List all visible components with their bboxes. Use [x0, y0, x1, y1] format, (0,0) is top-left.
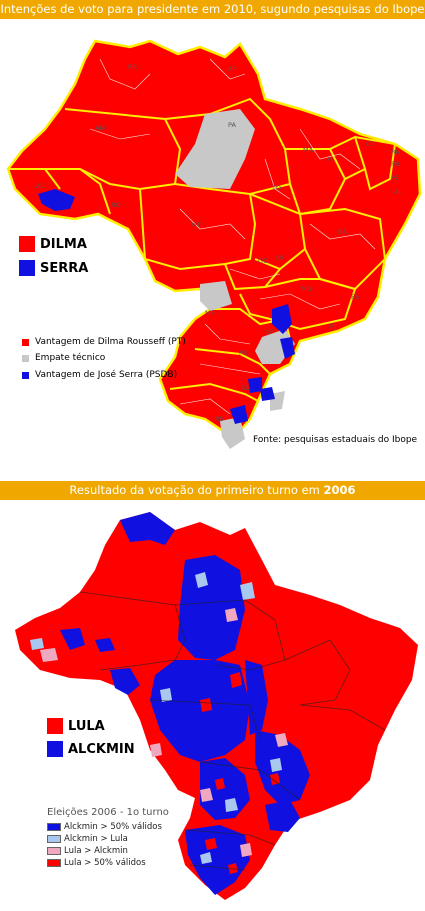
legend-serra: SERRA	[19, 260, 88, 276]
legend-swatch	[22, 371, 29, 379]
state-label: MA	[303, 146, 314, 154]
state-label: DF	[276, 254, 285, 262]
state-label: PA	[228, 121, 237, 129]
legend-swatch	[19, 236, 35, 252]
legend-swatch	[47, 859, 61, 867]
legend-dilma: DILMA	[19, 236, 87, 252]
title-banner-2006: Resultado da votação do primeiro turno e…	[0, 481, 425, 500]
legend-swatch	[22, 338, 29, 346]
legend-swatch	[47, 823, 61, 831]
legend-title-2006: Eleições 2006 - 1o turno	[47, 807, 169, 818]
legend-alckmin-over-lula: Alckmin > Lula	[47, 834, 128, 844]
legend-empate: Empate técnico	[22, 353, 105, 363]
state-labels-2010: RR AP AM PA MA CE RN PB PI PE AL AC TO R…	[36, 63, 402, 423]
alckmin-areas-2006	[60, 512, 310, 895]
state-label: RO	[111, 201, 121, 209]
legend-vantagem-serra: Vantagem de José Serra (PSDB)	[22, 370, 177, 380]
legend-lula: LULA	[47, 718, 105, 734]
serra-areas-2010	[38, 189, 295, 424]
state-label: CE	[366, 140, 375, 148]
state-label: MG	[301, 285, 312, 293]
legend-label: Vantagem de Dilma Rousseff (PT)	[35, 337, 186, 347]
state-label: ES	[351, 293, 359, 301]
municipal-lines-2010	[89, 58, 376, 415]
legend-swatch	[47, 718, 63, 734]
state-label: AM	[95, 124, 105, 132]
state-label: RR	[128, 63, 138, 71]
legend-label: Alckmin > 50% válidos	[64, 822, 162, 832]
legend-swatch	[47, 741, 63, 757]
legend-label: DILMA	[40, 236, 87, 252]
state-label: BA	[338, 228, 347, 236]
legend-swatch	[47, 835, 61, 843]
legend-vantagem-dilma: Vantagem de Dilma Rousseff (PT)	[22, 337, 186, 347]
state-label: SP	[266, 328, 274, 336]
state-label: RN	[391, 148, 401, 156]
state-label: TO	[271, 184, 281, 192]
state-label: AL	[394, 188, 402, 196]
legend-label: Alckmin > Lula	[64, 834, 128, 844]
title-2010: Intenções de voto para presidente em 201…	[0, 2, 425, 16]
state-label: AC	[36, 182, 45, 190]
title-banner-2010: Intenções de voto para presidente em 201…	[0, 0, 425, 19]
map-2010: RR AP AM PA MA CE RN PB PI PE AL AC TO R…	[6, 39, 422, 449]
legend-label: SERRA	[40, 260, 89, 276]
legend-label: Lula > 50% válidos	[64, 858, 146, 868]
legend-alckmin-majority: Alckmin > 50% válidos	[47, 822, 162, 832]
lula-over-alckmin-areas	[40, 608, 288, 857]
state-label: GO	[258, 257, 268, 265]
state-label: MT	[191, 221, 201, 229]
legend-alckmin: ALCKMIN	[47, 741, 135, 757]
state-label: RJ	[330, 322, 337, 330]
legend-swatch	[22, 354, 29, 362]
source-note: Fonte: pesquisas estaduais do Ibope	[253, 435, 418, 445]
title-2006-prefix: Resultado da votação do primeiro turno e…	[69, 483, 324, 497]
legend-label: LULA	[68, 718, 105, 734]
state-label: AP	[228, 65, 236, 73]
state-label: PI	[327, 156, 333, 164]
legend-label: ALCKMIN	[68, 741, 135, 757]
state-label: PB	[391, 160, 399, 168]
state-label: MS	[205, 309, 215, 317]
legend-swatch	[19, 260, 35, 276]
state-label: RS	[215, 415, 224, 423]
legend-label: Vantagem de José Serra (PSDB)	[35, 370, 178, 380]
alckmin-over-lula-areas	[30, 572, 282, 864]
state-borders-2006	[79, 591, 386, 871]
legend-swatch	[47, 847, 61, 855]
legend-label: Empate técnico	[35, 353, 106, 363]
title-2006-year: 2006	[323, 483, 356, 497]
legend-lula-majority: Lula > 50% válidos	[47, 858, 146, 868]
state-label: SC	[241, 384, 250, 392]
legend-lula-over-alckmin: Lula > Alckmin	[47, 846, 128, 856]
legend-label: Lula > Alckmin	[64, 846, 128, 856]
state-label: PE	[391, 174, 399, 182]
lula-speckles	[200, 672, 280, 874]
map-2006	[15, 512, 418, 900]
state-label: PR	[239, 349, 248, 357]
